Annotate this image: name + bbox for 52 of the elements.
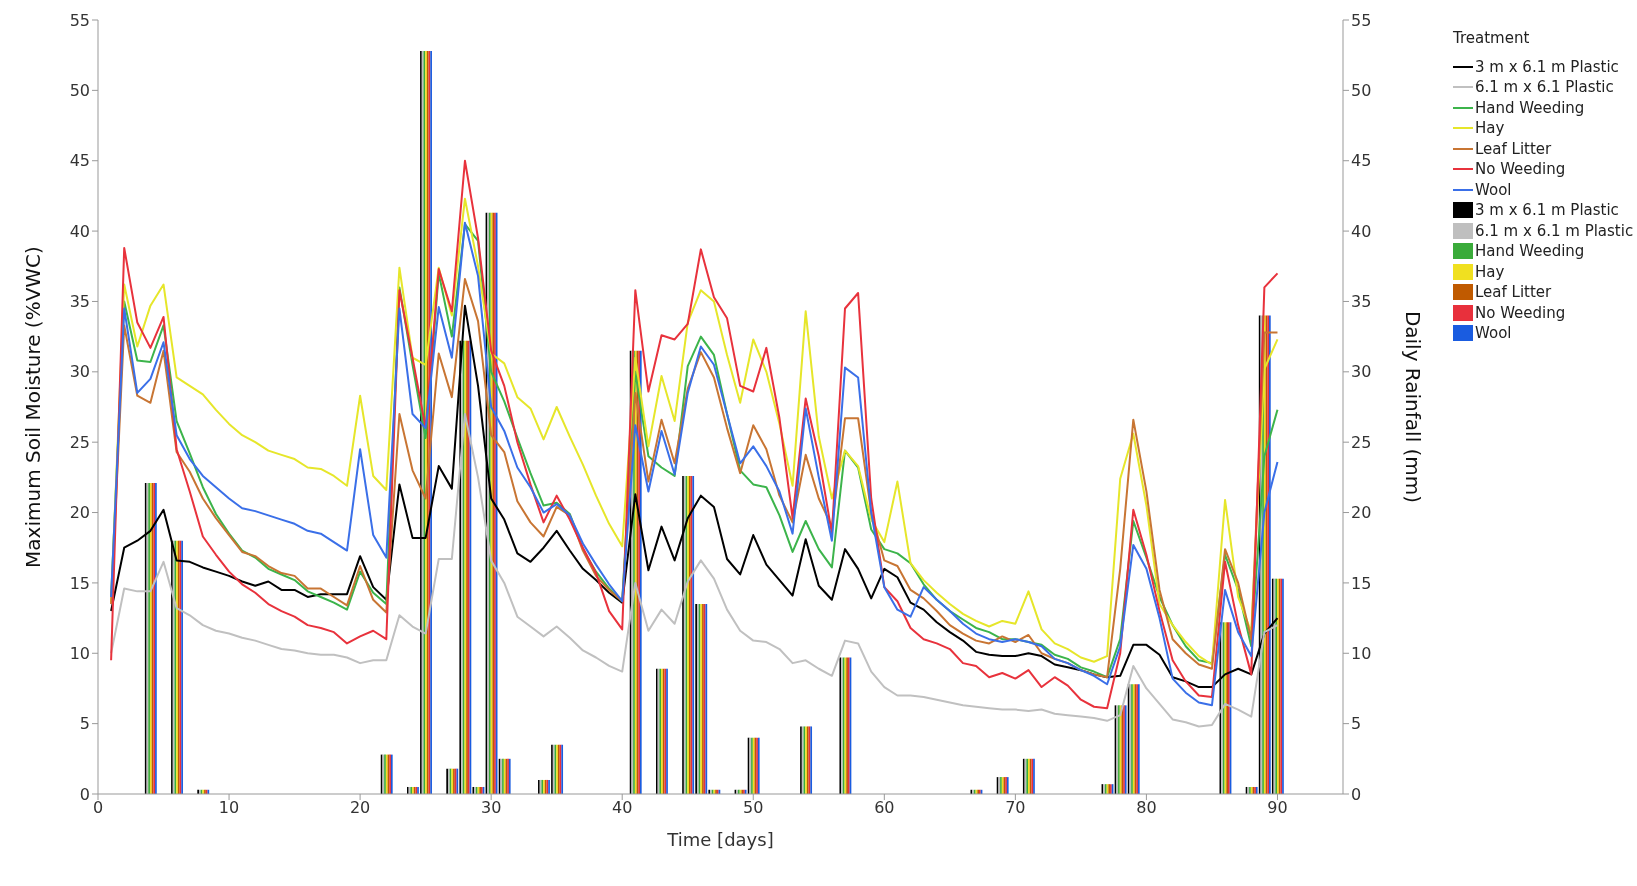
legend-label: 6.1 m x 6.1 m Plastic — [1475, 220, 1634, 241]
y2-axis-title: Daily Rainfall (mm) — [1400, 310, 1425, 504]
legend-label: 3 m x 6.1 m Plastic — [1475, 56, 1619, 77]
y-tick-label: 25 — [69, 432, 90, 452]
y2-tick-label: 55 — [1351, 10, 1372, 30]
x-tick-label: 80 — [1136, 798, 1157, 818]
y-axis-title: Maximum Soil Moisture (%VWC) — [21, 246, 46, 568]
x-tick-label: 60 — [874, 798, 895, 818]
x-tick-label: 40 — [612, 798, 633, 818]
y-tick-label: 55 — [69, 10, 90, 30]
y-tick-label: 40 — [69, 221, 90, 241]
y-tick-label: 35 — [69, 292, 90, 312]
y2-tick-label: 25 — [1351, 432, 1372, 452]
x-tick-label: 0 — [92, 798, 104, 818]
y-tick-label: 10 — [69, 643, 90, 663]
x-tick-label: 30 — [480, 798, 502, 818]
legend-label: Hand Weeding — [1475, 97, 1585, 118]
legend-label: Hay — [1475, 118, 1505, 139]
y2-tick-label: 5 — [1351, 714, 1362, 734]
legend-label: 6.1 m x 6.1 Plastic — [1475, 77, 1614, 98]
legend-label: Wool — [1475, 323, 1512, 344]
legend-label: Hand Weeding — [1475, 241, 1585, 262]
y-tick-label: 45 — [69, 151, 90, 171]
x-tick-label: 10 — [218, 798, 240, 818]
y-tick-label: 5 — [79, 714, 90, 734]
y-tick-label: 0 — [79, 784, 90, 804]
legend-label: Wool — [1475, 179, 1512, 200]
legend-label: Leaf Litter — [1475, 138, 1552, 159]
x-tick-label: 90 — [1267, 798, 1288, 818]
y2-tick-label: 50 — [1351, 81, 1372, 101]
legend-label: No Weeding — [1475, 302, 1566, 323]
x-axis-title: Time [days] — [666, 829, 774, 850]
legend-label: 3 m x 6.1 m Plastic — [1475, 200, 1619, 221]
y2-tick-label: 35 — [1351, 292, 1372, 312]
y-tick-label: 20 — [69, 503, 90, 523]
y2-tick-label: 20 — [1351, 503, 1372, 523]
legend-title: Treatment — [1453, 28, 1531, 49]
y2-tick-label: 15 — [1351, 573, 1372, 593]
legend-label: No Weeding — [1475, 159, 1566, 180]
y2-tick-label: 10 — [1351, 643, 1372, 663]
x-tick-label: 20 — [349, 798, 371, 818]
y-tick-label: 30 — [69, 362, 90, 382]
x-tick-label: 70 — [1005, 798, 1026, 818]
legend-label: Hay — [1475, 261, 1505, 282]
y-tick-label: 50 — [69, 81, 90, 101]
y2-tick-label: 30 — [1351, 362, 1372, 382]
y2-tick-label: 0 — [1351, 784, 1362, 804]
y2-tick-label: 40 — [1351, 221, 1372, 241]
legend-label: Leaf Litter — [1475, 282, 1552, 303]
y-tick-label: 15 — [69, 573, 90, 593]
x-tick-label: 50 — [743, 798, 764, 818]
y2-tick-label: 45 — [1351, 151, 1372, 171]
